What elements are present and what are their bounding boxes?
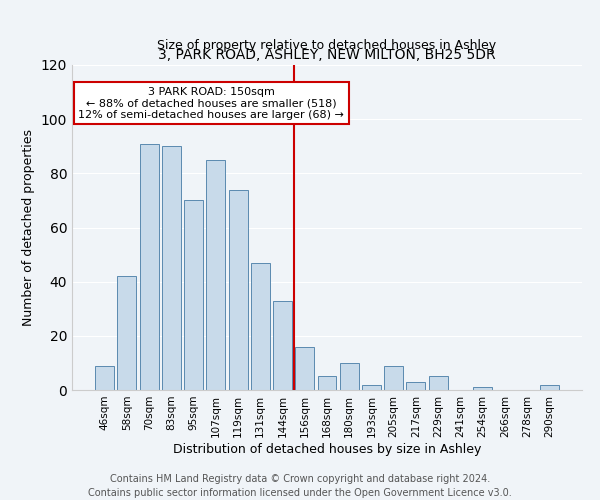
Title: 3, PARK ROAD, ASHLEY, NEW MILTON, BH25 5DR: 3, PARK ROAD, ASHLEY, NEW MILTON, BH25 5… — [158, 48, 496, 62]
Bar — [540, 384, 559, 390]
Y-axis label: Number of detached properties: Number of detached properties — [22, 129, 35, 326]
Bar — [429, 376, 448, 390]
Bar — [473, 388, 492, 390]
Bar — [184, 200, 203, 390]
Bar — [384, 366, 403, 390]
Bar — [206, 160, 225, 390]
Bar — [406, 382, 425, 390]
Bar — [162, 146, 181, 390]
Bar — [229, 190, 248, 390]
Bar — [362, 384, 381, 390]
Text: Contains HM Land Registry data © Crown copyright and database right 2024.
Contai: Contains HM Land Registry data © Crown c… — [88, 474, 512, 498]
Bar — [251, 262, 270, 390]
Text: Size of property relative to detached houses in Ashley: Size of property relative to detached ho… — [157, 39, 497, 52]
Bar — [317, 376, 337, 390]
X-axis label: Distribution of detached houses by size in Ashley: Distribution of detached houses by size … — [173, 442, 481, 456]
Bar — [273, 300, 292, 390]
Bar — [95, 366, 114, 390]
Text: 3 PARK ROAD: 150sqm
← 88% of detached houses are smaller (518)
12% of semi-detac: 3 PARK ROAD: 150sqm ← 88% of detached ho… — [79, 86, 344, 120]
Bar — [340, 363, 359, 390]
Bar — [140, 144, 158, 390]
Bar — [118, 276, 136, 390]
Bar — [295, 346, 314, 390]
